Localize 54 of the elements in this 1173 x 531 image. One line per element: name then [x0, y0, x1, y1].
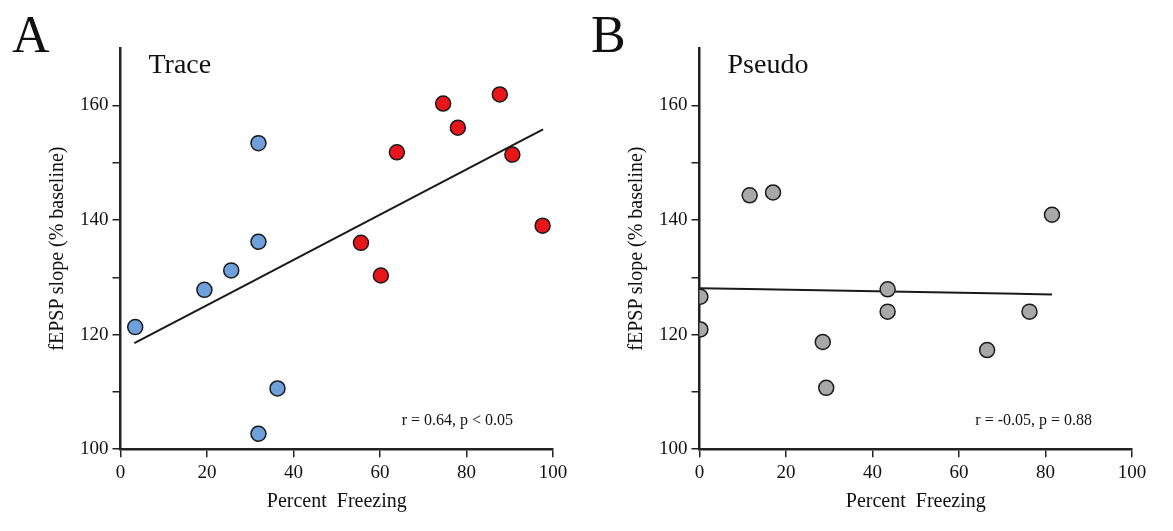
point: [814, 333, 832, 351]
point: [250, 425, 267, 442]
x-tick-label: 20: [197, 460, 217, 482]
point: [388, 144, 406, 161]
annotation: r = -0.05, p = 0.88: [975, 411, 1092, 430]
point: [250, 134, 267, 152]
chart-title: A: [12, 5, 50, 63]
point: [449, 119, 467, 136]
x-tick-label: 0: [694, 460, 705, 482]
y-axis-title: fEPSP slope (% baseline): [624, 146, 648, 351]
x-tick-label: 100: [1117, 460, 1147, 482]
x-tick-label: 80: [1036, 460, 1055, 482]
annotation: Trace: [148, 48, 212, 80]
annotation: r = 0.64, p < 0.05: [401, 411, 513, 430]
y-tick-label: 160: [659, 93, 688, 115]
point: [372, 267, 390, 284]
y-tick-label: 140: [659, 207, 688, 229]
x-tick-label: 20: [776, 460, 796, 482]
x-tick-label: 40: [863, 460, 882, 482]
point: [741, 187, 758, 204]
point: [764, 184, 782, 201]
y-tick-label: 120: [659, 322, 688, 344]
x-tick-label: 60: [949, 460, 969, 482]
x-tick-label: 0: [115, 460, 126, 482]
annotation: Pseudo: [727, 48, 809, 80]
y-tick-label: 100: [80, 437, 109, 459]
point: [250, 233, 267, 250]
point: [534, 217, 551, 234]
point: [222, 262, 240, 279]
point: [1043, 206, 1061, 224]
x-tick-label: 80: [457, 460, 476, 482]
x-axis-title: Percent Freezing: [845, 489, 986, 513]
y-tick-label: 140: [80, 207, 109, 229]
x-tick-label: 40: [284, 460, 303, 482]
x-tick-label: 60: [370, 460, 390, 482]
point: [817, 379, 835, 397]
y-tick-label: 120: [80, 322, 109, 344]
point: [126, 318, 144, 336]
point: [196, 281, 213, 299]
point: [879, 281, 896, 298]
point: [504, 146, 521, 163]
chart-title: B: [591, 5, 626, 63]
x-axis-title: Percent Freezing: [266, 489, 407, 513]
point: [1021, 303, 1038, 320]
y-tick-label: 160: [80, 93, 109, 115]
y-tick-label: 100: [659, 437, 688, 459]
point: [434, 95, 452, 112]
point: [879, 303, 896, 320]
point: [491, 86, 509, 103]
y-axis-title: fEPSP slope (% baseline): [45, 146, 69, 351]
point: [352, 234, 370, 252]
point: [269, 380, 286, 397]
x-tick-label: 100: [538, 460, 568, 482]
point: [978, 341, 996, 359]
